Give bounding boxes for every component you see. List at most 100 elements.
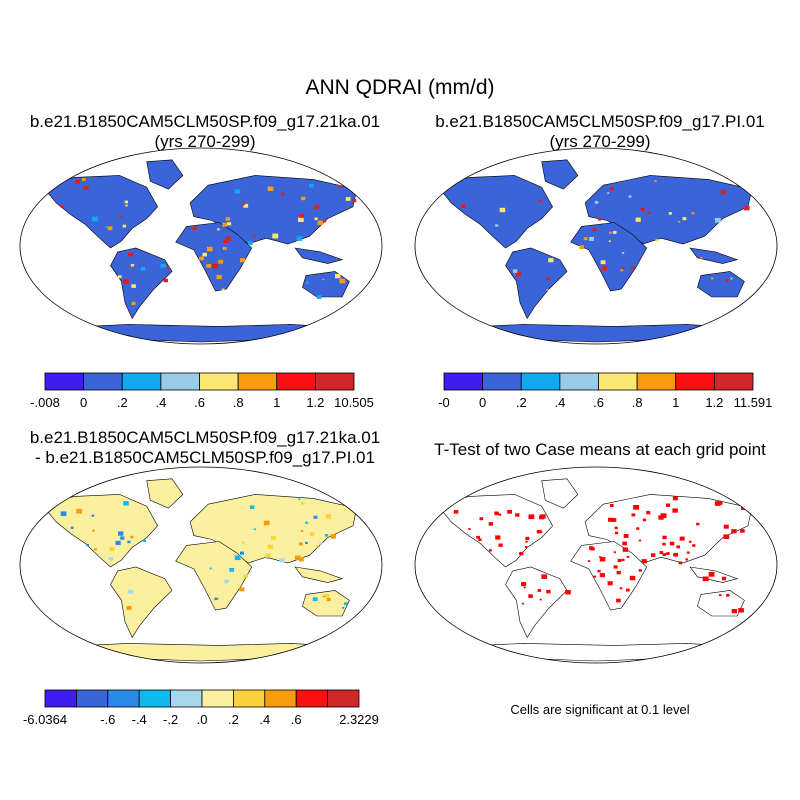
grid-cell (130, 535, 134, 539)
continent-maritime-asia (294, 566, 344, 583)
grid-cell (86, 544, 89, 547)
grid-cell (640, 207, 645, 211)
continent-antarctica (45, 643, 357, 662)
colorbar-swatch (327, 689, 360, 708)
colorbar-swatch (201, 689, 234, 708)
grid-cell (352, 198, 357, 203)
grid-cell (118, 531, 124, 536)
grid-cell (700, 256, 703, 259)
grid-cell (130, 264, 135, 267)
grid-cell (628, 195, 632, 198)
colorbar-swatch (232, 689, 266, 708)
panel-4-title: T-Test of two Case means at each grid po… (434, 440, 766, 459)
grid-cell (160, 263, 166, 268)
continent-africa (175, 222, 253, 292)
continent-greenland (146, 478, 184, 509)
grid-cell (127, 540, 131, 544)
grid-cell (163, 278, 168, 283)
grid-cell (140, 267, 146, 271)
grid-cell (299, 214, 304, 218)
grid-cell (123, 501, 129, 506)
grid-cell (730, 277, 733, 280)
grid-cell (621, 558, 625, 562)
grid-cell (691, 212, 695, 215)
grid-cell (306, 281, 309, 284)
continent-greenland (146, 159, 184, 190)
continent-africa (175, 541, 253, 611)
colorbar-tick-label: 1.2 (306, 395, 324, 410)
grid-cell (316, 295, 322, 299)
grid-cell (621, 252, 625, 254)
grid-cell (682, 217, 687, 221)
grid-cell (641, 559, 647, 564)
grid-cell (342, 606, 345, 609)
grid-cell (726, 593, 730, 597)
grid-cell (240, 258, 246, 263)
grid-cell (324, 593, 330, 598)
grid-cell (314, 205, 319, 209)
grid-cell (122, 224, 126, 228)
grid-cell (223, 239, 228, 243)
grid-cell (339, 278, 346, 284)
grid-cell (740, 529, 745, 533)
continent-greenland (541, 478, 579, 509)
grid-cell (494, 511, 499, 516)
grid-cell (60, 205, 64, 208)
grid-cell (685, 558, 688, 561)
colorbar-tick-label: -.008 (30, 395, 60, 410)
grid-cell (305, 541, 308, 544)
grid-cell (199, 256, 204, 261)
grid-cell (216, 598, 219, 600)
grid-cell (626, 555, 630, 558)
colorbar-swatch (160, 372, 200, 391)
grid-cell (607, 581, 613, 586)
grid-cell (616, 570, 621, 575)
colorbar-tick-label: -.6 (100, 712, 115, 727)
grid-cell (296, 236, 303, 241)
grid-cell (298, 498, 301, 500)
colorbar-tick-label: 0 (80, 395, 87, 410)
grid-cell (565, 590, 571, 595)
colorbar-tick-label: .8 (632, 395, 643, 410)
grid-cell (525, 540, 528, 543)
grid-cell (225, 236, 231, 241)
grid-cell (299, 542, 303, 546)
grid-cell (91, 216, 98, 222)
grid-cell (655, 239, 659, 242)
grid-cell (720, 190, 726, 195)
grid-cell (222, 222, 228, 227)
grid-cell (70, 526, 74, 529)
grid-cell (528, 594, 533, 598)
colorbar-tick-label: 10.505 (334, 395, 374, 410)
grid-cell (271, 535, 276, 540)
grid-cell (512, 269, 518, 273)
grid-cell (131, 265, 134, 268)
continent-south-america (110, 247, 173, 320)
grid-cell (744, 205, 750, 211)
grid-cell (629, 575, 636, 581)
colorbar-swatch (598, 372, 638, 391)
grid-cell (507, 509, 512, 514)
grid-cell (128, 252, 134, 257)
grid-cell (538, 200, 542, 203)
grid-cell (708, 572, 715, 577)
grid-cell (589, 236, 595, 241)
colorbar-swatch (44, 372, 85, 391)
grid-cell (723, 524, 729, 529)
grid-cell (488, 522, 494, 526)
grid-cell (608, 517, 614, 522)
grid-cell (672, 508, 678, 513)
colorbar-swatch (482, 372, 522, 391)
grid-cell (281, 192, 285, 196)
grid-cell (234, 189, 241, 194)
colorbar-p2: -0 0 .2 .4 .6 .8 1 1.2 11.591 (438, 372, 772, 410)
grid-cell (613, 565, 618, 569)
grid-cell (696, 522, 700, 526)
grid-cell (225, 217, 230, 221)
grid-cell (279, 558, 285, 563)
grid-cell (498, 513, 502, 516)
colorbar-swatch (636, 372, 677, 391)
grid-cell (309, 183, 314, 188)
grid-cell (229, 568, 235, 572)
grid-cell (610, 187, 614, 191)
